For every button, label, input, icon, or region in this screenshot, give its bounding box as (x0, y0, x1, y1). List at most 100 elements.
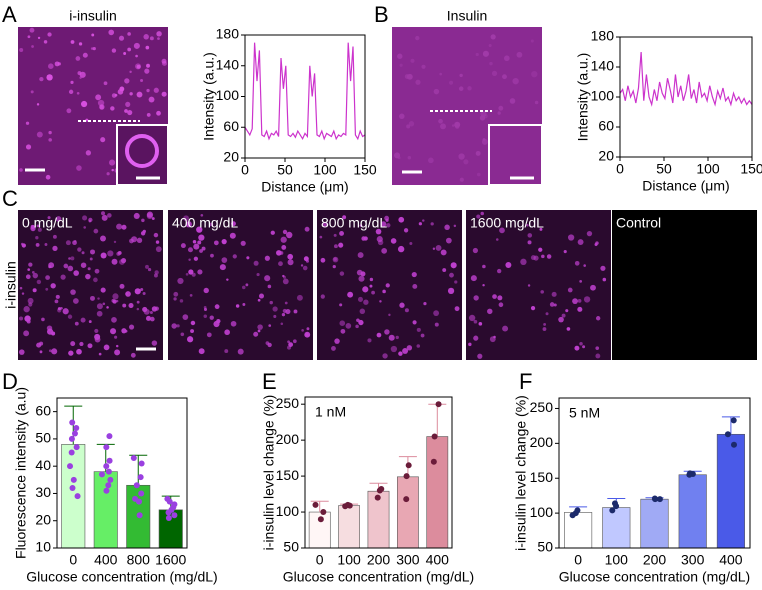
data-point (431, 433, 438, 440)
cell (302, 265, 308, 271)
y-tick-label: 10 (35, 539, 51, 555)
cell (498, 105, 504, 111)
cell (100, 252, 107, 259)
cell (356, 318, 360, 323)
cell (385, 218, 389, 222)
cell (145, 264, 149, 269)
data-point (98, 471, 105, 478)
cell (185, 272, 189, 276)
data-point (70, 476, 77, 483)
cell (296, 294, 303, 301)
cell (410, 58, 415, 63)
cell (281, 313, 286, 317)
cell (339, 231, 344, 236)
data-point (69, 485, 76, 491)
cell (151, 217, 155, 221)
cell (55, 216, 62, 222)
cell (359, 224, 363, 227)
x-tick-label: 200 (367, 552, 391, 568)
cell (451, 124, 455, 127)
plot-frame (244, 34, 366, 159)
cell (50, 283, 56, 289)
cell (398, 216, 405, 223)
bar (93, 471, 118, 549)
data-point (105, 482, 112, 489)
cell (117, 251, 122, 255)
cell (473, 295, 479, 301)
cell (87, 343, 93, 349)
bar (61, 444, 86, 549)
cell (224, 349, 229, 353)
cell (381, 247, 388, 254)
cell (483, 114, 488, 119)
cell (54, 299, 59, 304)
y-tick-label: 20 (35, 511, 51, 527)
cell (395, 335, 399, 340)
cell (90, 249, 96, 255)
cell (332, 265, 336, 269)
cell (241, 285, 246, 290)
cell (371, 290, 375, 295)
cell (39, 350, 43, 354)
x-tick-label: 1600 (155, 552, 186, 568)
cell (339, 271, 345, 276)
cell (363, 299, 369, 305)
cell (300, 264, 304, 267)
cell (213, 320, 220, 328)
data-point (403, 496, 410, 503)
cell (37, 227, 42, 232)
cell (190, 320, 196, 326)
cell (497, 295, 503, 301)
cell (438, 118, 443, 124)
cell (577, 299, 582, 303)
cell (339, 303, 343, 307)
cell (264, 275, 271, 282)
cell (106, 306, 109, 309)
data-point (403, 473, 410, 480)
cell (577, 239, 584, 246)
cell (91, 33, 95, 37)
cell (590, 284, 596, 291)
cell (356, 269, 363, 276)
cell (433, 88, 440, 95)
cell (122, 303, 127, 308)
cell (142, 291, 146, 296)
data-point (165, 515, 172, 521)
cell (253, 331, 259, 337)
cell (28, 262, 33, 267)
cell (90, 47, 94, 50)
cell (136, 237, 143, 243)
cell (76, 91, 80, 95)
x-tick-label: 100 (313, 162, 337, 178)
cell (80, 100, 88, 108)
cell (198, 348, 205, 355)
y-tick-label: 40 (35, 457, 51, 473)
cell (340, 328, 346, 334)
cell (32, 288, 37, 293)
cell (505, 262, 512, 268)
data-point (730, 441, 737, 448)
cell (473, 335, 479, 341)
cell (31, 270, 35, 274)
cell (377, 239, 384, 246)
cell (390, 345, 398, 353)
cell (198, 234, 205, 241)
cell (21, 243, 26, 248)
cell (240, 240, 246, 246)
cell (144, 68, 150, 74)
y-axis-label: Intensity (a.u.) (575, 53, 591, 142)
bar (397, 476, 419, 549)
cell (161, 58, 167, 64)
cell (154, 270, 159, 275)
cell (183, 215, 190, 222)
cell (68, 350, 74, 356)
cell (539, 227, 543, 231)
cell (161, 91, 167, 97)
cell (281, 244, 287, 250)
cell (531, 70, 538, 78)
cell (415, 79, 421, 85)
cell (397, 245, 405, 253)
cell (25, 144, 32, 150)
cell (190, 329, 195, 333)
cell (19, 286, 23, 290)
